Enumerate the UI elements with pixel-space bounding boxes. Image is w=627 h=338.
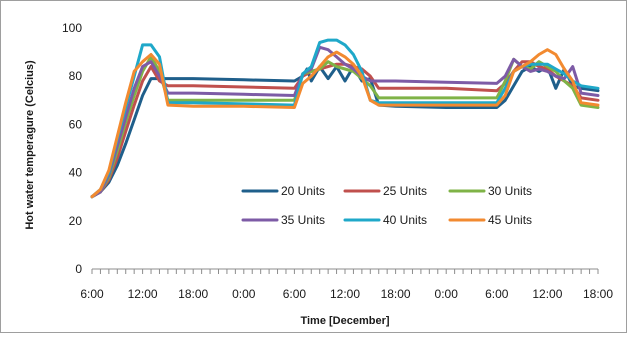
x-tick-label: 12:00: [330, 287, 360, 301]
series-line-40-units: [90, 38, 600, 199]
legend-label-25-units: 25 Units: [383, 184, 427, 198]
series-line-30-units: [90, 55, 600, 199]
legend-label-30-units: 30 Units: [488, 184, 532, 198]
legend-label-20-units: 20 Units: [281, 184, 325, 198]
x-tick-label: 0:00: [232, 287, 256, 301]
series-lines: [90, 38, 600, 199]
series-line-45-units: [90, 48, 600, 199]
y-tick-label: 0: [75, 262, 82, 276]
x-tick-label: 6:00: [80, 287, 104, 301]
y-tick-label: 60: [69, 117, 83, 131]
series-line-35-units: [90, 45, 600, 199]
x-tick-label: 18:00: [178, 287, 208, 301]
y-axis-title: Hot water temperagure (Celcius): [24, 60, 36, 230]
legend-label-40-units: 40 Units: [383, 213, 427, 227]
legend-label-35-units: 35 Units: [281, 213, 325, 227]
x-tick-label: 6:00: [485, 287, 509, 301]
y-tick-label: 20: [69, 214, 83, 228]
x-tick-label: 12:00: [532, 287, 562, 301]
x-tick-label: 18:00: [381, 287, 411, 301]
y-tick-label: 40: [69, 166, 83, 180]
x-tick-label: 18:00: [583, 287, 613, 301]
y-tick-label: 80: [69, 69, 83, 83]
axes: 6:00 12:00 18:00 0:00 6:00 12:00 18:00 0:00 6:00…: [62, 21, 613, 301]
legend-label-45-units: 45 Units: [488, 213, 532, 227]
x-axis-title: Time [December]: [300, 315, 389, 327]
x-tick-label: 0:00: [435, 287, 459, 301]
legend: 20 Units 25 Units 30 Units 35 Units 40 Units…: [241, 184, 532, 227]
series-line-20-units: [90, 65, 600, 199]
x-tick-label: 6:00: [283, 287, 307, 301]
y-tick-label: 100: [62, 21, 82, 35]
x-tick-label: 12:00: [128, 287, 158, 301]
